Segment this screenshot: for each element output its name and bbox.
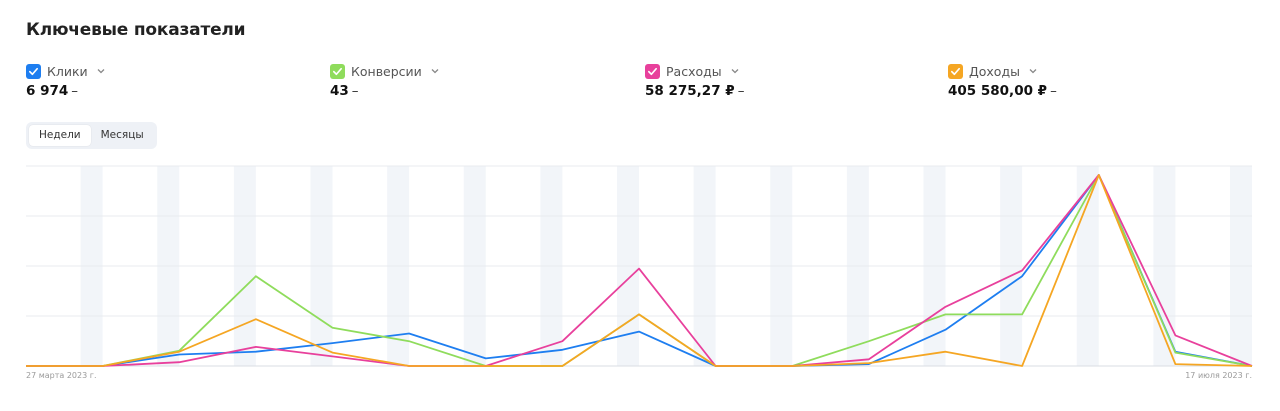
conversions-value: 43 bbox=[330, 83, 349, 99]
chart-grid bbox=[26, 165, 1252, 367]
expenses-trend: – bbox=[737, 83, 745, 99]
metric-expenses[interactable]: Расходы 58 275,27 ₽ – bbox=[645, 62, 744, 99]
x-axis-end-label: 17 июля 2023 г. bbox=[1185, 371, 1252, 380]
revenue-value: 405 580,00 ₽ bbox=[948, 83, 1048, 99]
card-title: Ключевые показатели bbox=[26, 20, 246, 40]
expenses-checkbox[interactable] bbox=[645, 63, 660, 79]
series-line-3 bbox=[26, 174, 1253, 367]
chevron-down-icon[interactable] bbox=[730, 66, 740, 76]
check-icon bbox=[333, 67, 342, 75]
check-icon bbox=[648, 67, 657, 75]
conversions-label: Конверсии bbox=[351, 63, 422, 79]
x-axis-start-label: 27 марта 2023 г. bbox=[26, 371, 97, 380]
clicks-trend: – bbox=[71, 83, 79, 99]
chevron-down-icon[interactable] bbox=[1028, 66, 1038, 76]
expenses-label: Расходы bbox=[666, 63, 722, 79]
revenue-checkbox[interactable] bbox=[948, 63, 963, 79]
clicks-value: 6 974 bbox=[26, 83, 69, 99]
expenses-value: 58 275,27 ₽ bbox=[645, 83, 735, 99]
revenue-trend: – bbox=[1050, 83, 1057, 99]
metric-clicks[interactable]: Клики 6 974– bbox=[26, 62, 106, 99]
conversions-checkbox[interactable] bbox=[330, 63, 345, 79]
clicks-checkbox[interactable] bbox=[26, 63, 41, 79]
period-toggle: Недели Месяцы bbox=[26, 122, 157, 149]
metric-conversions[interactable]: Конверсии 43– bbox=[330, 62, 440, 99]
chevron-down-icon[interactable] bbox=[96, 66, 106, 76]
check-icon bbox=[951, 67, 960, 75]
conversions-trend: – bbox=[351, 83, 359, 99]
chart-series bbox=[26, 174, 1253, 367]
chevron-down-icon[interactable] bbox=[430, 66, 440, 76]
toggle-weeks[interactable]: Недели bbox=[29, 125, 91, 146]
series-line-2 bbox=[26, 174, 1253, 367]
check-icon bbox=[29, 67, 38, 75]
line-chart: 27 марта 2023 г. 17 июля 2023 г. bbox=[26, 165, 1253, 380]
revenue-label: Доходы bbox=[969, 63, 1020, 79]
metric-revenue[interactable]: Доходы 405 580,00 ₽ – bbox=[948, 62, 1057, 99]
toggle-months[interactable]: Месяцы bbox=[100, 129, 144, 141]
clicks-label: Клики bbox=[47, 63, 88, 79]
